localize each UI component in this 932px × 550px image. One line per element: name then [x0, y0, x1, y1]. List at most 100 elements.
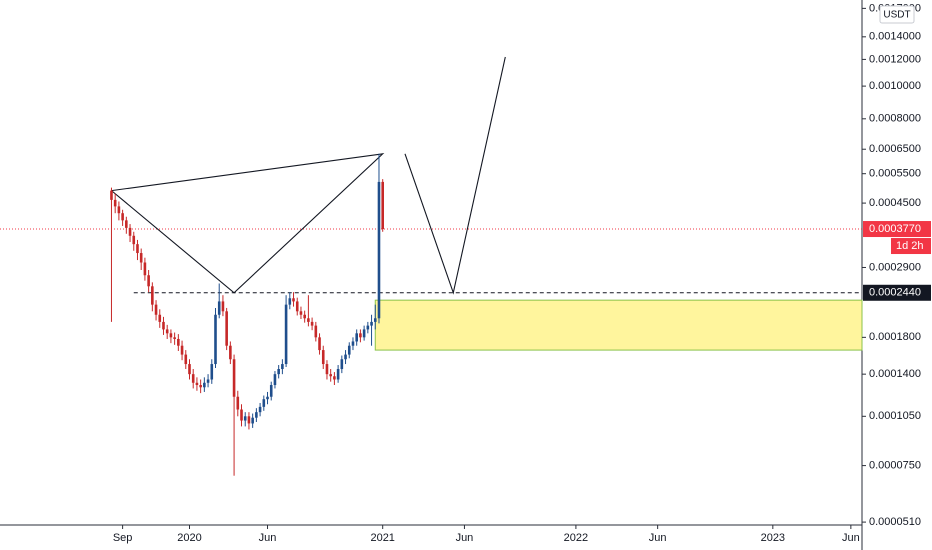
candle-body [295, 301, 299, 312]
x-tick-label: Sep [113, 532, 133, 544]
candle-body [188, 364, 191, 375]
candle-body [165, 329, 169, 334]
trend-drawing [111, 153, 385, 294]
candle-body [247, 416, 251, 424]
candle-body [162, 321, 165, 330]
y-tick-label: 0.0005500 [869, 168, 921, 180]
candle-body [255, 412, 258, 418]
candle-body [136, 244, 139, 254]
x-tick-label: Jun [456, 532, 474, 544]
candle-body [266, 396, 269, 400]
candle-body [240, 409, 243, 421]
candle-body [143, 262, 147, 276]
candle-body [277, 369, 280, 375]
candle-body [169, 333, 173, 338]
candle-body [344, 354, 347, 360]
y-tick-label: 0.0006500 [869, 143, 921, 155]
y-tick-label: 0.0014000 [869, 31, 921, 43]
candle-body [214, 314, 217, 365]
x-tick-label: Jun [842, 532, 860, 544]
candle-body [370, 321, 373, 326]
candle-body [329, 374, 332, 377]
level-label-box [863, 284, 931, 301]
candle-body [351, 341, 355, 346]
trend-drawing [404, 56, 506, 295]
candle-body [310, 321, 314, 326]
candle-body [147, 275, 150, 287]
candle-body [321, 350, 325, 365]
y-tick-label: 0.0012000 [869, 53, 921, 65]
candle-body [340, 359, 344, 370]
x-tick-label: Jun [649, 532, 667, 544]
candle-body [184, 354, 188, 365]
x-tick-label: 2023 [761, 532, 785, 544]
candle-body [225, 311, 228, 346]
y-tick-label: 0.0010000 [869, 80, 921, 92]
candle-body [236, 396, 240, 410]
candle-body [117, 206, 121, 214]
candle-body [336, 369, 340, 380]
candle-body [125, 220, 128, 228]
candle-body [195, 382, 199, 386]
y-tick-label: 0.0000510 [869, 516, 921, 528]
countdown-box [891, 238, 931, 255]
candle-body [284, 304, 288, 365]
x-tick-label: 2020 [177, 532, 201, 544]
y-tick-label: 0.0002900 [869, 261, 921, 273]
candle-body [273, 374, 277, 386]
candle-body [314, 325, 318, 338]
candle-body [381, 181, 384, 230]
y-tick-label: 0.0000750 [869, 460, 921, 472]
candle-body [243, 416, 247, 421]
y-tick-label: 0.0001050 [869, 410, 921, 422]
x-tick-label: 2022 [564, 532, 588, 544]
x-tick-label: 2021 [370, 532, 394, 544]
candle-body [151, 286, 154, 305]
x-tick-label: Jun [259, 532, 277, 544]
candle-body [206, 379, 210, 383]
zone [374, 299, 863, 351]
y-tick-label: 0.0001800 [869, 331, 921, 343]
y-tick-label: 0.0008000 [869, 113, 921, 125]
candle-body [258, 406, 262, 413]
candle-body [307, 318, 310, 322]
candle-body [121, 213, 124, 221]
candle-body [281, 364, 284, 370]
candle-body [177, 338, 180, 346]
candle-body [132, 235, 136, 245]
candle-body [154, 304, 158, 315]
price-label: 0.0003770 [869, 223, 921, 235]
countdown: 1d 2h [896, 240, 924, 252]
candle-body [303, 314, 306, 319]
candle-body [158, 314, 162, 322]
candle-body [113, 199, 117, 207]
candle-body [199, 385, 202, 388]
candle-body [232, 359, 236, 397]
candle-body [269, 385, 273, 397]
candle-body [262, 399, 266, 407]
candle-body [325, 364, 329, 375]
y-tick-label: 0.0001400 [869, 368, 921, 380]
candle-body [366, 325, 370, 330]
currency-box [879, 5, 915, 24]
candle-body [229, 345, 232, 360]
candle-body [203, 382, 206, 388]
candle-body [333, 376, 336, 380]
candle-body [347, 345, 351, 355]
candle-body [359, 333, 362, 338]
candle-body [110, 190, 113, 200]
y-tick-label: 0.0004500 [869, 197, 921, 209]
candle-body [292, 298, 295, 302]
candle-body [288, 298, 292, 305]
candle-body [139, 253, 143, 263]
level-label: 0.0002440 [869, 287, 921, 299]
candle-body [377, 181, 381, 319]
candle-body [299, 311, 303, 315]
candle-body [221, 301, 225, 312]
candle-body [318, 337, 321, 351]
candle-body [373, 318, 377, 322]
candle-body [217, 301, 221, 315]
candle-body [173, 337, 176, 339]
